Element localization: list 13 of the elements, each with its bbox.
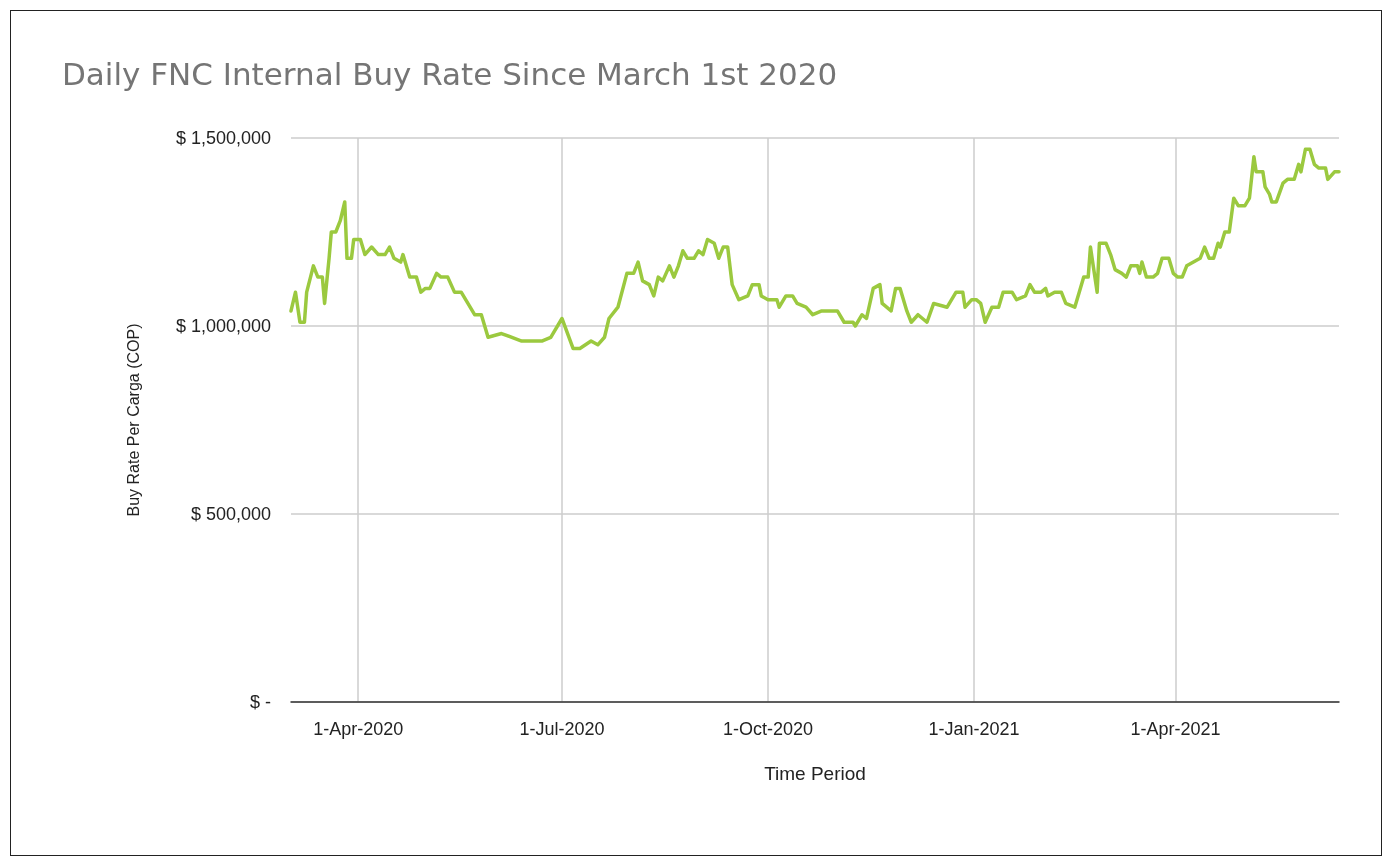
x-tick-label: 1-Apr-2021	[1130, 719, 1221, 739]
x-tick-label: 1-Jul-2020	[519, 719, 605, 739]
y-axis-title: Buy Rate Per Carga (COP)	[124, 323, 142, 517]
line-series	[289, 147, 1341, 351]
y-tick-label: $ 500,000	[190, 504, 271, 524]
x-tick-label: 1-Jan-2021	[928, 719, 1020, 739]
y-tick-label: $ -	[249, 692, 271, 712]
chart-title: Daily FNC Internal Buy Rate Since March 1st 2020	[62, 55, 838, 92]
y-tick-label: $ 1,500,000	[175, 128, 271, 148]
x-axis-title: Time Period	[764, 763, 866, 784]
x-tick-label: 1-Oct-2020	[722, 719, 813, 739]
y-tick-label: $ 1,000,000	[175, 316, 271, 336]
x-tick-label: 1-Apr-2020	[313, 719, 404, 739]
